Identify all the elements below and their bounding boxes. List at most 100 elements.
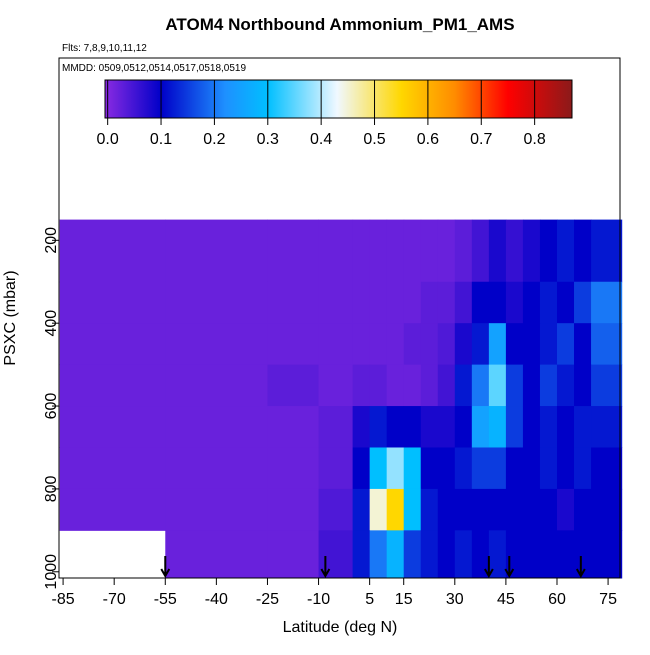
x-tick-label: 15 <box>395 591 413 608</box>
heatmap-cell <box>539 281 558 324</box>
heatmap-cell <box>403 447 422 490</box>
flight-marker <box>575 556 586 579</box>
heatmap-cell <box>488 323 507 366</box>
heatmap-cell <box>522 281 541 324</box>
heatmap-cell <box>59 488 166 531</box>
heatmap-cell <box>505 406 524 448</box>
heatmap-cell <box>352 488 371 531</box>
heatmap-cell <box>420 406 439 448</box>
heatmap-cell <box>420 281 439 324</box>
heatmap-cell <box>471 530 490 579</box>
heatmap-cell <box>420 488 439 531</box>
heatmap-cell <box>369 447 388 490</box>
heatmap-cell <box>165 447 268 490</box>
heatmap-cell <box>488 219 507 283</box>
heatmap-cell <box>369 323 388 366</box>
heatmap-cell <box>59 364 166 407</box>
heatmap-cell <box>369 488 388 531</box>
heatmap-cell <box>556 323 575 366</box>
heatmap-cell <box>420 364 439 407</box>
heatmap-cell <box>267 530 320 579</box>
colorbar-tick-label: 0.1 <box>150 131 172 148</box>
heatmap-cell <box>488 364 507 407</box>
heatmap-cell <box>591 447 623 490</box>
x-tick-label: -40 <box>205 591 228 608</box>
heatmap-cell <box>318 447 354 490</box>
colorbar-tick-label: 0.3 <box>257 131 279 148</box>
heatmap-cell <box>539 447 558 490</box>
heatmap-cell <box>505 488 524 531</box>
heatmap-cell <box>591 219 623 283</box>
heatmap-cell <box>471 219 490 283</box>
heatmap-cell <box>318 530 354 579</box>
heatmap-cell <box>437 488 456 531</box>
heatmap-cell <box>488 530 507 579</box>
x-tick-label: 75 <box>599 591 617 608</box>
heatmap-cell <box>539 323 558 366</box>
colorbar-tick-label: 0.7 <box>470 131 492 148</box>
heatmap-cell <box>386 530 405 579</box>
colorbar-tick-label: 0.6 <box>417 131 439 148</box>
heatmap-cell <box>386 364 405 407</box>
heatmap-cell <box>437 447 456 490</box>
chart-title: ATOM4 Northbound Ammonium_PM1_AMS <box>165 15 514 34</box>
colorbar-tick-label: 0.0 <box>97 131 119 148</box>
x-tick-label: -10 <box>307 591 330 608</box>
heatmap-cell <box>454 364 473 407</box>
heatmap-cell <box>420 447 439 490</box>
heatmap-cell <box>488 281 507 324</box>
heatmap-cell <box>556 447 575 490</box>
heatmap-cell <box>488 406 507 448</box>
flight-marker <box>483 556 494 579</box>
x-axis-title: Latitude (deg N) <box>283 619 398 636</box>
heatmap-cell <box>471 447 490 490</box>
x-tick-label: 60 <box>548 591 566 608</box>
annotation: MMDD: 0509,0512,0514,0517,0518,0519 <box>62 63 246 74</box>
x-tick-label: 5 <box>365 591 374 608</box>
heatmap-cell <box>420 323 439 366</box>
heatmap-cell <box>471 323 490 366</box>
heatmap-cell <box>539 488 558 531</box>
heatmap-cell <box>556 364 575 407</box>
heatmap-cell <box>574 281 592 324</box>
heatmap-cell <box>318 281 354 324</box>
heatmap-cell <box>454 281 473 324</box>
heatmap-cell <box>165 323 268 366</box>
heatmap-cell <box>165 281 268 324</box>
heatmap-cell <box>591 488 623 531</box>
heatmap-cell <box>165 406 268 448</box>
y-tick-label: 200 <box>43 227 60 254</box>
y-tick-label: 400 <box>43 310 60 337</box>
heatmap-cell <box>267 364 320 407</box>
heatmap-cell <box>556 530 575 579</box>
heatmap-cell <box>318 219 354 283</box>
heatmap-cell <box>574 488 592 531</box>
heatmap-cell <box>267 219 320 283</box>
heatmap-cell <box>471 364 490 407</box>
heatmap-cell <box>454 530 473 579</box>
flight-marker <box>320 556 331 579</box>
heatmap-cell <box>454 447 473 490</box>
heatmap-cell <box>386 488 405 531</box>
heatmap-cell <box>369 530 388 579</box>
heatmap-cell <box>369 364 388 407</box>
heatmap-cell <box>437 219 456 283</box>
heatmap-cell <box>165 364 268 407</box>
heatmap-cell <box>574 447 592 490</box>
heatmap-cell <box>386 281 405 324</box>
heatmap-cell <box>454 488 473 531</box>
heatmap-cell <box>591 406 623 448</box>
heatmap-cell <box>165 530 268 579</box>
heatmap-cell <box>59 447 166 490</box>
heatmap-cell <box>591 281 623 324</box>
heatmap-cell <box>505 447 524 490</box>
heatmap-cell <box>539 364 558 407</box>
heatmap-cell <box>454 406 473 448</box>
heatmap-cell <box>556 406 575 448</box>
x-tick-label: 45 <box>497 591 515 608</box>
heatmap-cell <box>165 488 268 531</box>
heatmap-cell <box>556 488 575 531</box>
heatmap-cell <box>352 406 371 448</box>
heatmap-cell <box>403 364 422 407</box>
heatmap-cell <box>522 406 541 448</box>
